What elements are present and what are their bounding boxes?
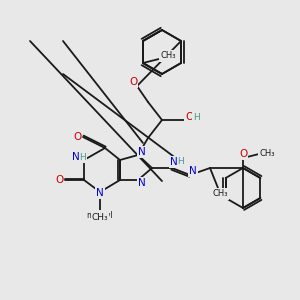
- Text: H: H: [193, 112, 200, 122]
- Text: N: N: [138, 178, 146, 188]
- Text: CH₃: CH₃: [259, 149, 275, 158]
- Text: N: N: [170, 157, 178, 167]
- Text: H: H: [178, 158, 184, 166]
- Text: O: O: [239, 149, 247, 159]
- Text: O: O: [129, 77, 137, 87]
- Text: N: N: [96, 188, 104, 198]
- Text: methyl: methyl: [87, 212, 113, 220]
- Text: CH₃: CH₃: [160, 52, 176, 61]
- Text: CH₃: CH₃: [212, 190, 228, 199]
- Text: O: O: [73, 132, 81, 142]
- Text: H: H: [80, 152, 86, 161]
- Text: O: O: [55, 175, 63, 185]
- Text: CH₃: CH₃: [92, 212, 108, 221]
- Text: N: N: [138, 147, 146, 157]
- Text: O: O: [185, 112, 193, 122]
- Text: N: N: [189, 166, 197, 176]
- Text: N: N: [72, 152, 80, 162]
